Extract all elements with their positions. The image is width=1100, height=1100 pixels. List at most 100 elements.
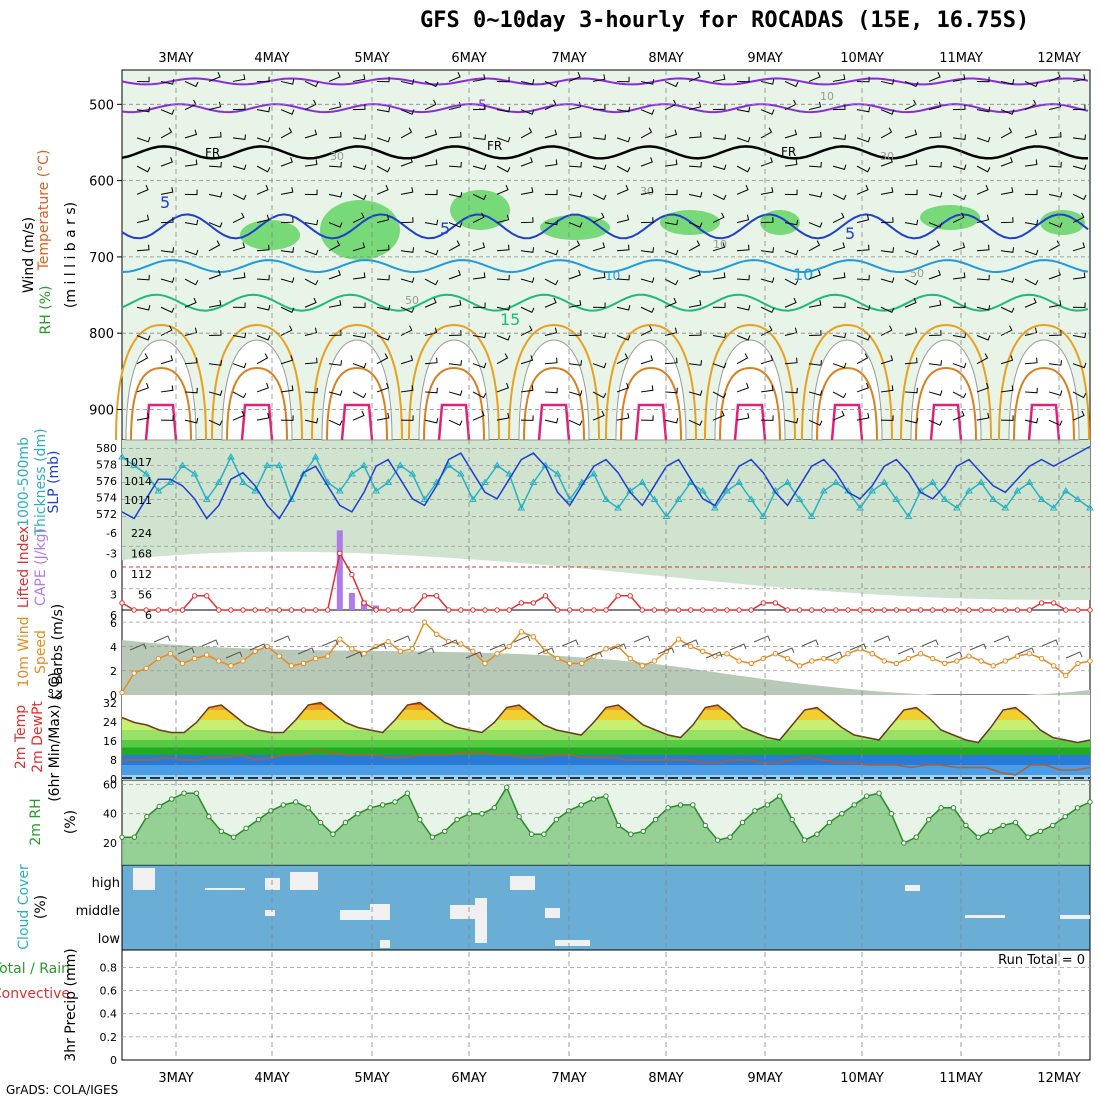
wind-speed-point — [470, 648, 476, 654]
wind-barb — [616, 335, 631, 341]
wind-barb — [592, 212, 605, 224]
wind-barb — [880, 109, 895, 115]
wind-barb — [232, 193, 247, 201]
rh2m-point — [454, 816, 460, 823]
lifted-index-point — [1075, 607, 1081, 613]
contour-label: 5 — [478, 98, 487, 114]
lifted-index-point — [748, 607, 754, 613]
wind-barb — [400, 385, 414, 393]
cloud-cell — [265, 878, 280, 890]
isotherm-magenta — [1027, 403, 1061, 441]
wind-barb — [496, 165, 511, 173]
wind-barb — [1000, 277, 1015, 283]
panel-label: 2m Temp — [13, 705, 29, 769]
wind-barb — [472, 212, 485, 224]
rh2m-point — [1050, 822, 1056, 829]
isotherm-magenta — [144, 403, 178, 441]
wind-barb — [928, 270, 941, 280]
wind-barb-10m — [561, 639, 579, 647]
wind-barb — [784, 249, 799, 256]
wind-barb-10m — [633, 635, 651, 643]
wind-barb — [568, 270, 581, 280]
wind-barb — [640, 157, 653, 167]
wind-barb — [208, 72, 221, 82]
wind-speed-point — [1038, 655, 1045, 662]
rh2m-point — [714, 837, 721, 843]
wind-barb-10m — [321, 639, 339, 647]
wind-barb — [424, 387, 438, 394]
thickness-point — [977, 478, 985, 485]
wind-speed-point — [554, 655, 561, 662]
wind-barb — [280, 79, 295, 85]
lifted-index-point — [337, 550, 343, 557]
rh2m-point — [218, 828, 224, 834]
wind-barb — [808, 72, 821, 82]
wind-barb — [688, 161, 702, 168]
wind-barb — [208, 330, 222, 336]
thickness-point — [904, 512, 913, 519]
wind-barb — [616, 214, 630, 224]
thickness-line — [121, 455, 1091, 518]
lifted-index-point — [1087, 607, 1093, 613]
wind-speed-point — [639, 663, 645, 669]
thickness-point — [1049, 504, 1058, 511]
lifted-index-point — [155, 607, 162, 613]
wind-barb-10m — [969, 643, 987, 651]
rh2m-point — [441, 828, 448, 834]
wind-barb — [616, 165, 631, 173]
wind-barb — [544, 129, 558, 139]
wind-barb — [520, 277, 535, 283]
wind-speed-point — [942, 660, 948, 667]
lifted-index-point — [494, 607, 500, 613]
xtick-label-top: 7MAY — [551, 51, 586, 66]
wind-barb — [352, 134, 366, 140]
ytick-cape: 6 — [145, 609, 152, 622]
wind-barb — [424, 80, 439, 88]
wind-barb — [376, 412, 390, 421]
cloud-cell — [510, 876, 535, 890]
lifted-index-point — [675, 607, 682, 613]
cloud-cell — [290, 872, 318, 890]
thickness-point — [747, 495, 756, 502]
wind-barb — [952, 242, 966, 252]
wind-barb — [592, 362, 607, 369]
rh2m-point — [839, 811, 845, 817]
wind-barb — [1024, 189, 1038, 196]
wind-barb — [616, 244, 630, 252]
rh2m-point — [1000, 822, 1006, 829]
ytick-temp: 16 — [103, 735, 117, 748]
wind-barb — [904, 159, 918, 167]
wind-speed-point — [300, 660, 307, 667]
wind-barb — [1024, 219, 1039, 226]
wind-barb-10m — [441, 639, 459, 647]
ytick-cape: 224 — [131, 527, 152, 540]
wind-barb — [448, 222, 463, 228]
wind-barb — [328, 360, 342, 366]
wind-barb — [784, 387, 798, 394]
wind-barb — [496, 106, 511, 113]
wind-barb — [136, 304, 151, 311]
ytick-thickness: 578 — [96, 459, 117, 472]
wind-barb — [184, 189, 198, 196]
wind-barb — [976, 382, 989, 393]
wind-speed-point — [506, 643, 512, 650]
wind-barb — [1072, 410, 1085, 421]
cloud-cell — [205, 888, 245, 890]
wind-barb — [688, 270, 701, 280]
wind-barb — [1024, 80, 1039, 88]
wind-barb — [520, 127, 533, 139]
wind-barb — [400, 415, 414, 421]
panel-label: Wind (m/s) — [21, 217, 37, 293]
wind-barb — [184, 297, 197, 308]
rh2m-point — [342, 819, 349, 826]
ytick-thickness: 572 — [96, 508, 117, 521]
wind-barb — [496, 244, 510, 252]
wind-barb — [856, 106, 871, 113]
isotherm-orange — [115, 323, 207, 441]
rh2m-point — [131, 834, 138, 840]
ytick-temp: 24 — [103, 716, 117, 729]
wind-barb — [184, 219, 199, 226]
wind-barb — [928, 191, 943, 198]
wind-barb — [784, 297, 797, 308]
rh2m-point — [181, 790, 187, 796]
